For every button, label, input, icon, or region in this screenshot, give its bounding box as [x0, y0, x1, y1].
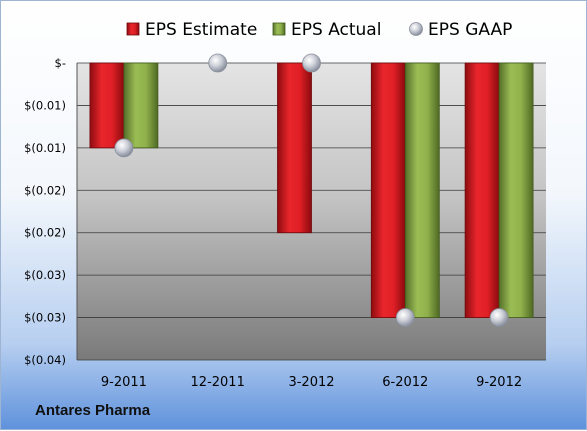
x-tick-label: 9-2012: [476, 375, 522, 390]
eps-estimate-bar: [370, 62, 406, 318]
legend-item-eps-gaap: EPS GAAP: [428, 20, 512, 40]
eps-gaap-marker: [114, 138, 134, 158]
eps-estimate-bar: [277, 62, 312, 234]
company-name: Antares Pharma: [35, 402, 151, 419]
x-tick-label: 6-2012: [382, 375, 428, 390]
eps-gaap-marker: [208, 53, 228, 73]
eps-gaap-marker: [489, 308, 509, 327]
bars: [89, 62, 534, 318]
y-tick-label: $(0.01): [24, 141, 66, 155]
x-tick-label: 9-2011: [101, 375, 147, 390]
legend-item-eps-gaap-swatch: [409, 22, 423, 36]
x-tick-label: 3-2012: [288, 375, 334, 390]
eps-gaap-marker: [395, 308, 415, 327]
legend-item-eps-estimate: EPS Estimate: [145, 20, 257, 40]
y-tick-label: $(0.01): [24, 98, 66, 112]
x-tick-label: 12-2011: [191, 375, 245, 390]
y-tick-label: $(0.03): [24, 268, 66, 282]
y-tick-label: $(0.02): [24, 226, 66, 240]
eps-gaap-marker: [302, 53, 321, 73]
y-tick-label: $(0.03): [24, 311, 66, 325]
axes: $- $(0.01) $(0.01) $(0.02) $(0.02) $(0.03) $(0…: [24, 56, 522, 390]
y-tick-label: $(0.04): [24, 353, 66, 367]
eps-actual-bar: [498, 62, 534, 318]
legend-item-eps-estimate-swatch: [126, 22, 140, 36]
legend-item-eps-actual: EPS Actual: [291, 20, 381, 40]
eps-estimate-bar: [89, 62, 125, 149]
y-tick-label: $-: [55, 56, 66, 70]
eps-actual-bar: [123, 62, 159, 149]
legend: EPS Estimate EPS Actual EPS GAAP: [126, 20, 512, 40]
y-tick-label: $(0.02): [24, 183, 66, 197]
eps-actual-bar: [404, 62, 440, 318]
eps-estimate-bar: [464, 62, 500, 318]
gaap-markers: [114, 53, 509, 327]
legend-item-eps-actual-swatch: [272, 22, 286, 36]
